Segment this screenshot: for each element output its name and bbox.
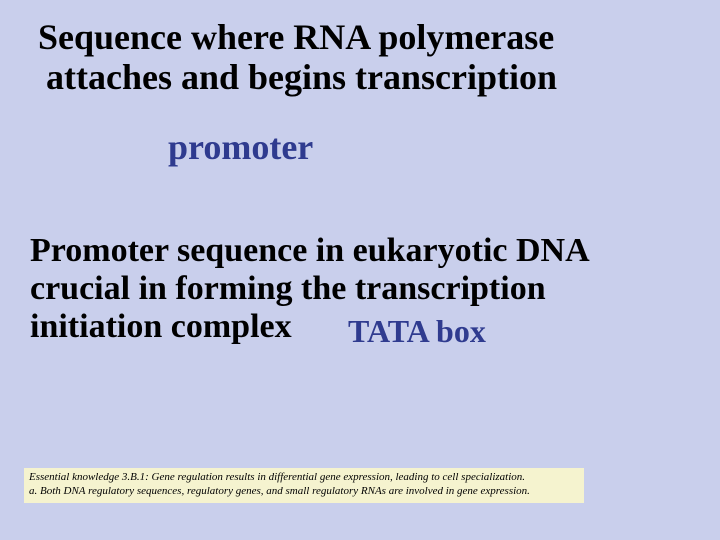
footnote: Essential knowledge 3.B.1: Gene regulati… <box>24 468 584 503</box>
question1-title: Sequence where RNA polymerase attaches a… <box>38 18 688 97</box>
footnote-line1: Essential knowledge 3.B.1: Gene regulati… <box>29 471 525 483</box>
answer2: TATA box <box>348 314 486 349</box>
answer1: promoter <box>168 128 313 168</box>
question2-line1: Promoter sequence in eukaryotic DNA <box>30 232 590 269</box>
footnote-line2: a. Both DNA regulatory sequences, regula… <box>29 485 530 497</box>
question1-line1: Sequence where RNA polymerase <box>38 17 554 57</box>
question1-line2: attaches and begins transcription <box>38 57 557 97</box>
question2-line2: crucial in forming the transcription <box>30 270 546 307</box>
question2-line3: initiation complex <box>30 308 292 345</box>
slide: Sequence where RNA polymerase attaches a… <box>0 0 720 540</box>
